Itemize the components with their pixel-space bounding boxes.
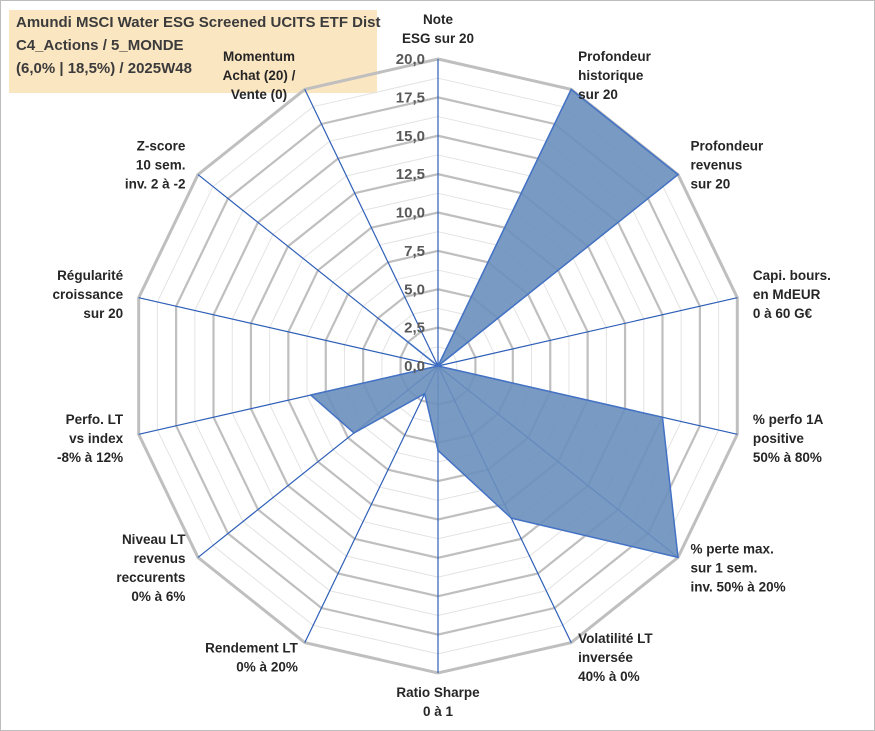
axis-label: positive bbox=[753, 431, 805, 446]
data-point bbox=[353, 432, 355, 434]
axis-label: 0 à 1 bbox=[423, 704, 454, 719]
data-point bbox=[677, 173, 679, 176]
axis-label: Profondeur bbox=[578, 49, 651, 64]
tick-label: 5,0 bbox=[404, 281, 425, 298]
axis-label: 50% à 80% bbox=[753, 450, 822, 465]
radar-axis-labels: Note ESG sur 20 Profondeur historique sur 20… bbox=[53, 12, 831, 719]
chart-subtitle-category: C4_Actions / 5_MONDE bbox=[16, 37, 184, 54]
axis-label: inversée bbox=[578, 650, 633, 665]
radar-series bbox=[309, 88, 679, 559]
data-point bbox=[437, 365, 439, 367]
axis-spoke bbox=[304, 89, 439, 367]
data-point bbox=[383, 322, 385, 324]
data-point bbox=[677, 556, 679, 559]
tick-label: 15,0 bbox=[396, 128, 425, 145]
axis-label: croissance bbox=[53, 287, 124, 302]
data-point bbox=[570, 88, 573, 91]
axis-label: Régularité bbox=[57, 268, 124, 283]
axis-label: vs index bbox=[69, 431, 124, 446]
axis-label: Note bbox=[423, 12, 453, 27]
radar-tick-labels: 0,0 2,5 5,0 7,5 10,0 12,5 15,0 17,5 20,0 bbox=[396, 51, 425, 375]
axis-label: reccurents bbox=[116, 570, 185, 585]
axis-label: Perfo. LT bbox=[66, 412, 124, 427]
axis-label: 0% à 6% bbox=[131, 589, 185, 604]
data-point bbox=[309, 394, 312, 396]
axis-label: revenus bbox=[691, 158, 743, 173]
axis-label: -8% à 12% bbox=[57, 450, 123, 465]
axis-label: Volatilité LT bbox=[578, 631, 653, 646]
axis-label: Momentum bbox=[223, 49, 295, 64]
tick-label: 20,0 bbox=[396, 51, 425, 68]
chart-title: Amundi MSCI Water ESG Screened UCITS ETF… bbox=[16, 14, 381, 31]
axis-label: inv. 2 à -2 bbox=[125, 177, 186, 192]
axis-label: Capi. bours. bbox=[753, 268, 831, 283]
chart-title-box bbox=[9, 10, 377, 93]
axis-spoke bbox=[437, 297, 738, 367]
data-point bbox=[437, 449, 439, 452]
axis-label: Rendement LT bbox=[205, 641, 299, 656]
axis-spoke bbox=[138, 297, 439, 367]
axis-label: Achat (20) / bbox=[223, 68, 296, 83]
tick-label: 7,5 bbox=[404, 243, 425, 260]
tick-label: 17,5 bbox=[396, 89, 425, 106]
chart-subtitle-period: (6,0% | 18,5%) / 2025W48 bbox=[16, 60, 192, 77]
axis-label: Z-score bbox=[137, 139, 186, 154]
axis-label: Niveau LT bbox=[122, 532, 186, 547]
series-area bbox=[310, 88, 679, 559]
axis-label: ESG sur 20 bbox=[402, 31, 474, 46]
data-point bbox=[510, 517, 513, 519]
tick-label: 0,0 bbox=[404, 358, 425, 375]
data-point bbox=[661, 416, 664, 419]
axis-label: Profondeur bbox=[691, 139, 764, 154]
tick-label: 12,5 bbox=[396, 166, 425, 183]
axis-label: sur 20 bbox=[578, 87, 618, 102]
axis-label: 40% à 0% bbox=[578, 669, 640, 684]
axis-label: inv. 50% à 20% bbox=[691, 579, 786, 594]
axis-label: % perfo 1A bbox=[753, 412, 824, 427]
axis-label: sur 1 sem. bbox=[691, 560, 758, 575]
tick-label: 10,0 bbox=[396, 205, 425, 222]
axis-label: sur 20 bbox=[83, 306, 123, 321]
axis-label: 10 sem. bbox=[136, 158, 186, 173]
axis-spoke bbox=[304, 365, 439, 643]
axis-label: 0 à 60 G€ bbox=[753, 306, 813, 321]
axis-label: sur 20 bbox=[691, 177, 731, 192]
tick-label: 2,5 bbox=[404, 320, 425, 337]
axis-label: historique bbox=[578, 68, 644, 83]
axis-label: Vente (0) bbox=[231, 87, 287, 102]
axis-label: revenus bbox=[134, 551, 186, 566]
data-point bbox=[423, 392, 426, 395]
axis-label: en MdEUR bbox=[753, 287, 821, 302]
axis-label: % perte max. bbox=[691, 541, 774, 556]
axis-label: 0% à 20% bbox=[236, 660, 298, 675]
axis-label: Ratio Sharpe bbox=[396, 685, 480, 700]
